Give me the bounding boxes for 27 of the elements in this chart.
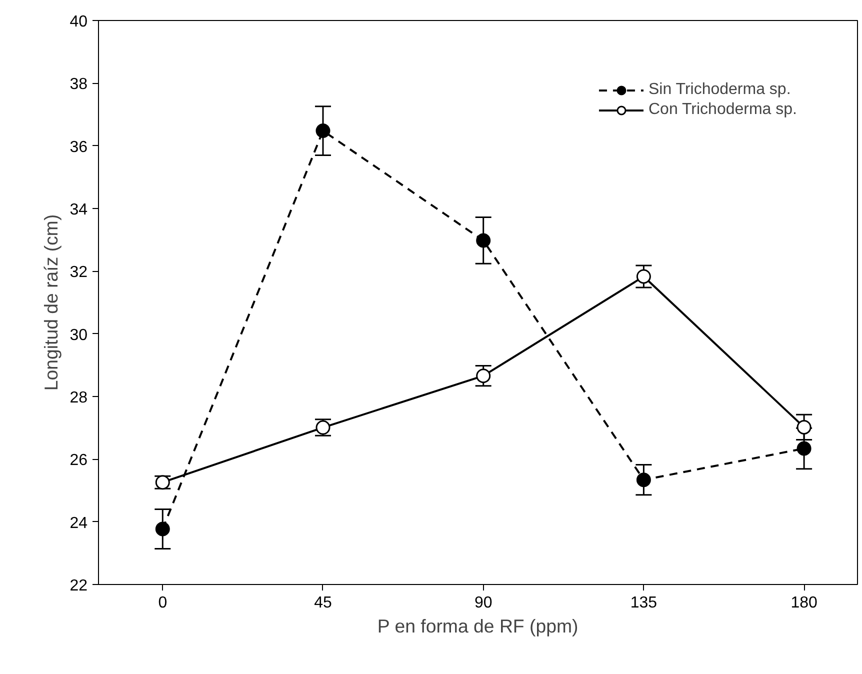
x-tick-label: 135 xyxy=(630,594,658,612)
y-tick-label: 26 xyxy=(70,452,88,470)
point xyxy=(636,269,651,284)
y-tick-label: 36 xyxy=(70,138,88,156)
point xyxy=(796,420,812,434)
x-tick-label: 0 xyxy=(158,594,168,612)
y-tick-label: 34 xyxy=(70,202,88,218)
y-tick-label: 38 xyxy=(70,76,88,94)
y-tick-label: 24 xyxy=(70,514,88,532)
y-tick-label: 30 xyxy=(70,326,88,344)
point xyxy=(636,472,651,488)
point xyxy=(316,124,330,138)
x-tick-label: 45 xyxy=(314,594,332,612)
x-axis-title: P en forma de RF (ppm) xyxy=(377,616,578,636)
y-axis-title: Longitud de raíz (cm) xyxy=(40,214,62,391)
x-tick-label: 90 xyxy=(474,594,492,612)
point xyxy=(476,368,491,384)
legend-label: Sin Trichoderma sp. xyxy=(648,81,791,99)
point xyxy=(155,522,170,536)
point xyxy=(476,233,491,248)
legend-label: Con Trichoderma sp. xyxy=(648,101,797,119)
x-tick-label: 180 xyxy=(790,594,818,612)
y-tick-label: 32 xyxy=(70,264,88,282)
y-tick-label: 40 xyxy=(70,14,88,30)
y-tick-label: 28 xyxy=(70,390,88,406)
point xyxy=(796,441,812,456)
y-tick-label: 22 xyxy=(70,578,88,594)
